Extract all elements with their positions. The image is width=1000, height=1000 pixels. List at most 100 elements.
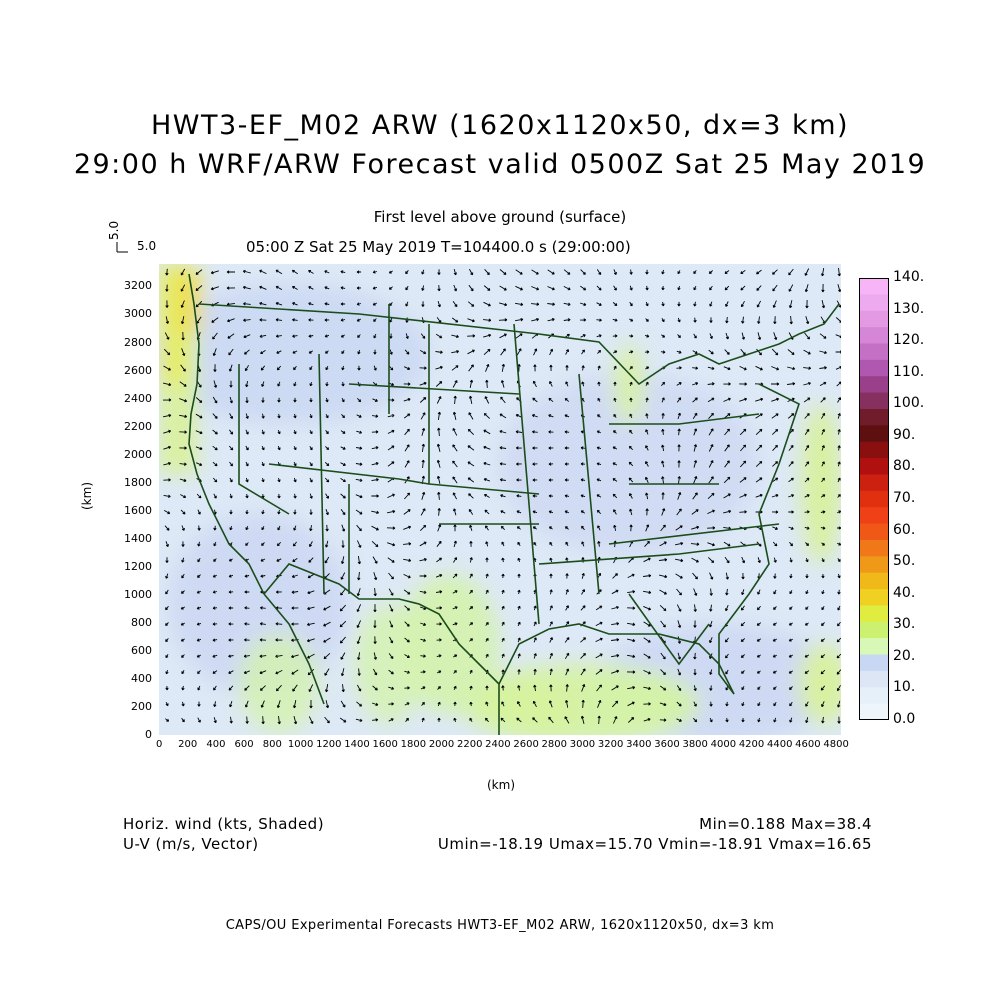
wind-vector [421,459,425,469]
wind-vector [340,302,346,306]
wind-vector [261,381,265,387]
wind-vector [677,317,681,323]
wind-vector [755,397,764,402]
wind-vector [804,477,810,483]
wind-vector [837,397,841,403]
wind-vector [501,573,505,579]
wind-vector [709,317,713,323]
wind-vector [676,508,682,516]
wind-vector [515,285,523,291]
wind-vector [835,365,841,370]
wind-vector [693,604,697,612]
wind-vector [485,557,489,563]
wind-vector [245,716,249,724]
wind-vector [787,366,796,371]
wind-vector [756,638,762,642]
wind-vector [483,348,491,356]
wind-vector [309,477,313,483]
wind-vector [821,428,825,435]
wind-vector [564,526,569,530]
wind-vector [724,285,730,291]
wind-vector [564,414,570,418]
wind-vector [661,428,665,435]
x-tick-label: 4000 [710,739,737,750]
y-tick-label: 1000 [124,587,152,601]
wind-vector [485,653,489,659]
x-tick-label: 3200 [597,739,624,750]
wind-vector [213,701,217,707]
wind-vector [419,397,427,403]
wind-vector [837,558,841,563]
wind-vector [195,430,203,435]
colorbar-swatch [859,458,889,475]
colorbar-label: 40. [893,584,916,601]
wind-vector [307,590,315,595]
wind-vector [788,686,793,690]
wind-vector [789,541,794,547]
colorbar [859,278,889,720]
wind-vector [693,333,697,339]
wind-vector [741,556,746,564]
wind-vector [564,637,570,643]
wind-vector [723,397,731,402]
wind-vector [275,318,283,322]
wind-vector [227,318,235,323]
wind-vector [212,654,218,658]
wind-vector [309,525,313,532]
wind-vector [757,686,761,690]
wind-vector [612,478,618,482]
wind-vector [499,462,507,466]
wind-vector [293,381,297,387]
wind-vector [787,382,796,386]
wind-vector [228,670,234,674]
wind-vector [387,557,395,563]
wind-vector [452,622,458,626]
wind-vector [708,460,714,468]
wind-vector [804,622,809,626]
wind-vector [804,494,810,498]
wind-vector [179,414,188,419]
wind-vector [229,477,233,483]
wind-vector [613,381,617,387]
wind-vector [245,413,249,419]
wind-vector [564,430,570,434]
wind-vector [548,700,553,708]
wind-vector [213,558,217,562]
wind-vector [453,717,457,723]
wind-vector [324,477,330,483]
wind-vector [291,574,298,578]
wind-vector [292,558,298,563]
wind-vector [309,429,313,435]
colorbar-swatch [859,523,889,541]
wind-vector [373,604,377,613]
wind-vector [788,638,794,642]
wind-vector [677,476,681,484]
uv-stats: Umin=-18.19 Umax=15.70 Vmin=-18.91 Vmax=… [437,835,872,853]
wind-vector [581,365,585,371]
y-tick-label: 400 [131,671,152,685]
wind-vector [725,653,729,659]
wind-vector [564,446,570,450]
colorbar-swatch [859,343,889,361]
wind-vector [179,430,187,434]
wind-vector [836,685,841,692]
colorbar-label: 30. [893,616,916,633]
wind-vector [517,685,521,691]
wind-vector [643,605,652,611]
wind-vector [677,652,682,660]
wind-vector [564,462,570,466]
wind-vector [483,285,491,291]
wind-vector [244,349,250,355]
wind-vector [501,605,505,611]
wind-vector [324,318,330,322]
wind-vector [275,285,283,290]
wind-vector [244,606,250,610]
wind-vector [325,540,329,548]
wind-vector [805,717,809,724]
colorbar-label: 20. [893,647,916,664]
wind-vector [757,316,761,324]
wind-vector [789,573,793,579]
wind-vector [371,430,379,434]
wind-vector [547,286,555,291]
wind-vector [242,269,251,274]
